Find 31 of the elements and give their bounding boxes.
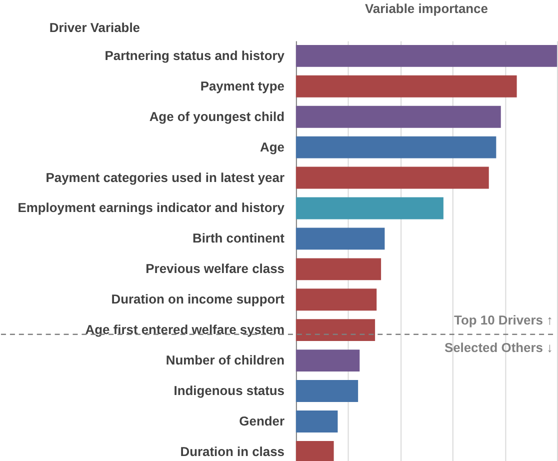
bar [296, 258, 382, 280]
y-tick-label: Duration in class [180, 444, 284, 459]
y-tick-label: Age [260, 139, 284, 154]
y-tick-label: Birth continent [192, 230, 286, 246]
bar [296, 319, 376, 342]
bar [296, 288, 377, 311]
bar [296, 350, 360, 372]
bar [296, 228, 385, 250]
y-tick-label: Previous welfare class [146, 261, 284, 276]
bar [296, 136, 496, 158]
bar [296, 197, 444, 220]
y-tick-label: Gender [239, 413, 284, 428]
y-tick-label: Partnering status and history [104, 48, 286, 63]
bar [296, 380, 358, 402]
chart-title: Variable importance [364, 0, 488, 16]
bar [296, 410, 338, 432]
bar [296, 75, 517, 98]
y-tick-label: Indigenous status [174, 383, 284, 398]
y-tick-label: Payment type [200, 78, 284, 94]
annotation: Selected Others ↓ [444, 340, 554, 356]
bar [296, 106, 501, 128]
bar [296, 44, 558, 67]
y-tick-label: Age of youngest child [149, 108, 285, 124]
y-tick-label: Number of children [166, 352, 285, 368]
bar [296, 166, 489, 189]
y-tick-label: Payment categories used in latest year [46, 170, 284, 185]
y-tick-label: Age first entered welfare system [85, 322, 284, 338]
annotation: Top 10 Drivers ↑ [454, 312, 554, 328]
y-tick-label: Employment earnings indicator and history [18, 200, 286, 216]
y-axis-title: Driver Variable [49, 20, 140, 36]
y-tick-label: Duration on income support [111, 292, 286, 307]
